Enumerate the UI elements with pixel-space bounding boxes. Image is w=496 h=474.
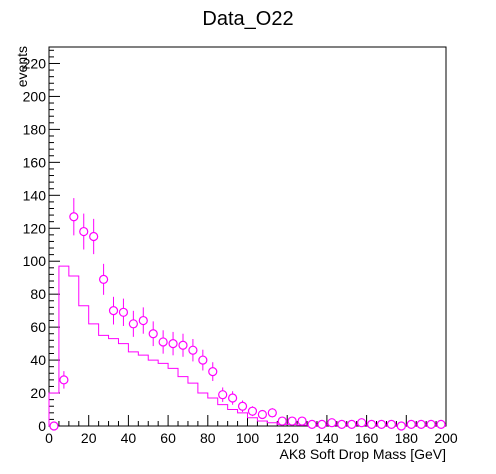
data-point	[198, 355, 208, 365]
data-point	[396, 421, 406, 431]
data-point	[386, 419, 397, 429]
x-tick-label: 200	[434, 430, 458, 446]
data-point	[357, 418, 367, 428]
data-point	[89, 231, 99, 242]
y-tick-label: 20	[30, 385, 46, 401]
x-axis-label: AK8 Soft Drop Mass [GeV]	[279, 446, 446, 462]
data-point	[237, 401, 248, 411]
y-tick-label: 0	[38, 418, 46, 434]
data-point	[178, 340, 188, 350]
data-point	[337, 419, 347, 429]
data-point	[436, 419, 446, 429]
data-point	[277, 416, 287, 426]
y-tick-label: 180	[23, 121, 47, 137]
data-point	[208, 367, 218, 377]
data-point	[148, 329, 158, 339]
x-tick-label: 100	[236, 430, 260, 446]
y-tick-label: 100	[23, 253, 47, 269]
mc-step-line	[48, 265, 446, 426]
data-point	[69, 212, 79, 222]
data-point	[108, 306, 119, 316]
data-point	[79, 226, 89, 237]
data-point	[188, 345, 198, 355]
chart-title: Data_O22	[202, 8, 293, 30]
mc-histogram	[48, 265, 446, 426]
x-tick-label: 60	[160, 430, 176, 446]
data-point	[158, 337, 168, 347]
y-tick-label: 60	[30, 319, 46, 335]
data-point	[98, 274, 109, 284]
data-point	[317, 419, 327, 429]
data-point	[307, 419, 317, 429]
data-point	[287, 416, 297, 426]
data-point	[228, 393, 238, 403]
data-point	[138, 315, 148, 326]
x-tick-label: 40	[121, 430, 137, 446]
x-tick-label: 160	[355, 430, 379, 446]
x-tick-label: 140	[315, 430, 339, 446]
data-point	[416, 419, 426, 429]
y-tick-label: 120	[23, 220, 47, 236]
data-point	[118, 307, 129, 317]
y-tick-label: 40	[30, 352, 46, 368]
data-point	[59, 375, 69, 385]
data-point	[347, 419, 357, 429]
y-tick-label: 200	[23, 88, 47, 104]
y-axis: 0 20 40 60 80 100 120 140 160 180 200 220	[23, 49, 60, 434]
data-point	[366, 419, 377, 429]
x-tick-label: 0	[45, 430, 53, 446]
data-point	[297, 416, 307, 426]
y-tick-label: 160	[23, 154, 47, 170]
data-point	[327, 418, 337, 428]
y-tick-label: 80	[30, 286, 46, 302]
y-tick-label: 220	[23, 55, 47, 71]
data-point	[218, 390, 228, 400]
data-points	[49, 198, 446, 431]
data-point	[267, 408, 277, 418]
plot-frame	[48, 46, 447, 427]
data-point	[376, 419, 387, 429]
data-point	[247, 406, 258, 416]
x-tick-label: 80	[200, 430, 216, 446]
data-point	[426, 419, 436, 429]
y-axis-label: events	[14, 46, 30, 87]
data-point	[257, 409, 267, 420]
y-tick-label: 140	[23, 187, 47, 203]
data-point	[128, 319, 138, 329]
x-tick-label: 180	[395, 430, 419, 446]
data-point	[168, 339, 178, 349]
x-tick-label: 120	[276, 430, 300, 446]
x-axis: 0 20 40 60 80 100 120 140 160 180 200	[45, 415, 458, 446]
data-point	[49, 421, 59, 431]
x-tick-label: 20	[81, 430, 97, 446]
data-point	[406, 419, 416, 429]
